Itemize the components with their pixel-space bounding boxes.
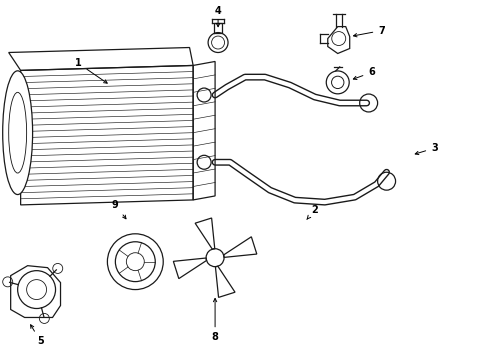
Text: 3: 3 [415,143,438,154]
Text: 8: 8 [212,298,219,342]
Text: 9: 9 [112,200,126,219]
Text: 4: 4 [215,6,221,15]
Text: 1: 1 [75,58,107,83]
Text: 5: 5 [30,325,44,346]
Text: 6: 6 [353,67,375,80]
Text: 7: 7 [353,26,385,37]
Text: 2: 2 [307,205,318,220]
Ellipse shape [2,71,33,194]
